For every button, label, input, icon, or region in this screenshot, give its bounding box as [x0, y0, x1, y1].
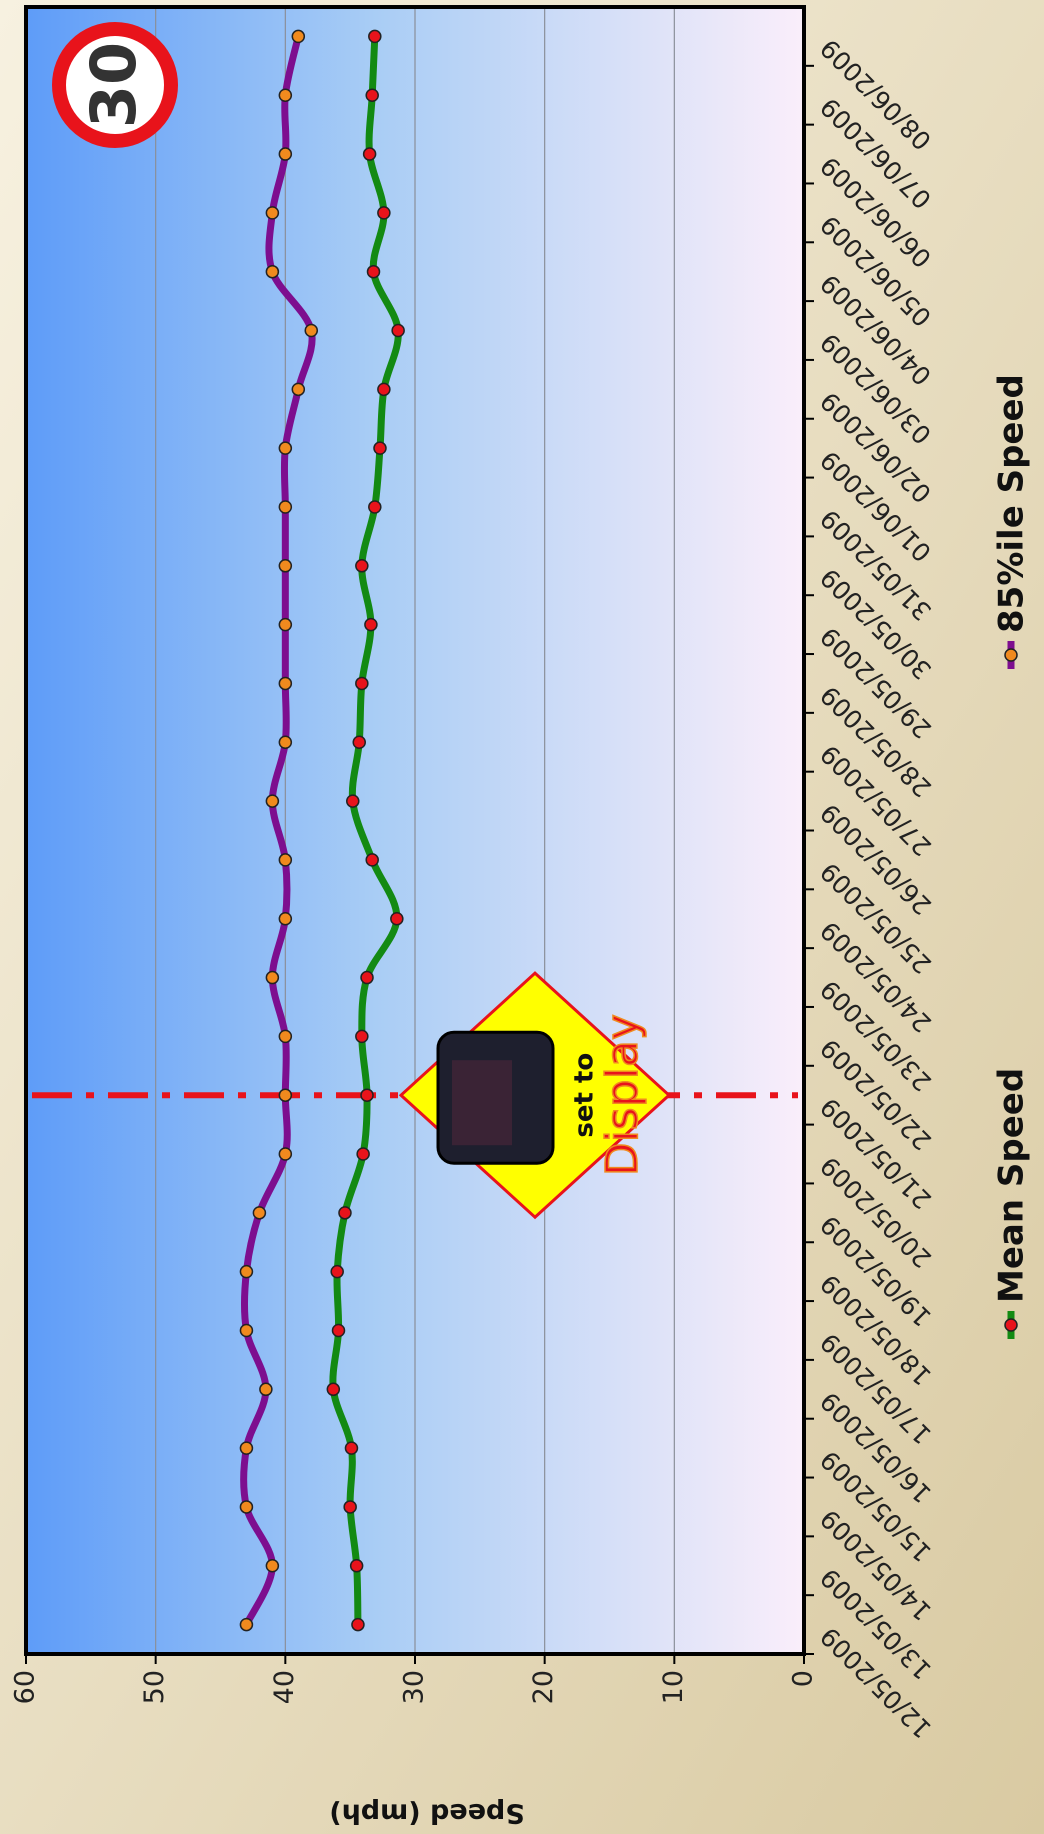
data-point	[279, 1089, 291, 1101]
y-tick-label: 60	[10, 1670, 41, 1704]
data-point	[260, 1383, 272, 1395]
data-point	[279, 854, 291, 866]
data-point	[279, 89, 291, 101]
data-point	[356, 677, 368, 689]
page: {"chart_data": { "type": "line", "y_labe…	[0, 0, 1044, 1834]
data-point	[327, 1383, 339, 1395]
data-point	[305, 325, 317, 337]
data-point	[366, 854, 378, 866]
y-tick-label: 0	[788, 1670, 819, 1687]
data-point	[279, 148, 291, 160]
data-point	[240, 1442, 252, 1454]
data-point	[392, 325, 404, 337]
data-point	[253, 1207, 265, 1219]
data-point	[369, 501, 381, 513]
data-point	[391, 913, 403, 925]
y-tick-label: 20	[528, 1670, 559, 1704]
data-point	[347, 795, 359, 807]
data-point	[266, 795, 278, 807]
data-point	[365, 619, 377, 631]
data-point	[279, 1148, 291, 1160]
data-point	[361, 972, 373, 984]
data-point	[378, 383, 390, 395]
data-point	[356, 560, 368, 572]
y-tick-label: 30	[399, 1670, 430, 1704]
data-point	[279, 913, 291, 925]
data-point	[356, 1030, 368, 1042]
data-point	[279, 442, 291, 454]
y-tick-label: 50	[139, 1670, 170, 1704]
data-point	[292, 383, 304, 395]
data-point	[240, 1501, 252, 1513]
legend-label: Mean Speed	[992, 1068, 1032, 1303]
data-point	[361, 1089, 373, 1101]
y-tick-label: 10	[658, 1670, 689, 1704]
annotation-text: set to	[570, 1053, 600, 1138]
legend-marker	[1005, 1319, 1017, 1331]
y-tick-label: 40	[269, 1670, 300, 1704]
data-point	[279, 677, 291, 689]
data-point	[366, 89, 378, 101]
speed-sign-text: 30	[77, 42, 150, 128]
data-point	[279, 1030, 291, 1042]
speed-check-display	[452, 1060, 512, 1145]
data-point	[279, 736, 291, 748]
data-point	[279, 560, 291, 572]
data-point	[292, 30, 304, 42]
data-point	[339, 1207, 351, 1219]
data-point	[351, 1560, 363, 1572]
data-point	[240, 1619, 252, 1631]
data-point	[364, 148, 376, 160]
annotation-text: Display	[597, 1014, 648, 1176]
data-point	[368, 266, 380, 278]
data-point	[266, 972, 278, 984]
data-point	[369, 30, 381, 42]
data-point	[266, 207, 278, 219]
data-point	[357, 1148, 369, 1160]
data-point	[344, 1501, 356, 1513]
data-point	[279, 619, 291, 631]
data-point	[331, 1266, 343, 1278]
data-point	[374, 442, 386, 454]
data-point	[266, 266, 278, 278]
legend-marker	[1005, 649, 1017, 661]
legend-label: 85%ile Speed	[992, 374, 1032, 633]
data-point	[353, 736, 365, 748]
data-point	[378, 207, 390, 219]
data-point	[240, 1324, 252, 1336]
y-axis-title: Speed (mph)	[329, 1798, 525, 1829]
data-point	[345, 1442, 357, 1454]
data-point	[266, 1560, 278, 1572]
data-point	[240, 1266, 252, 1278]
data-point	[279, 501, 291, 513]
data-point	[332, 1324, 344, 1336]
chart: 010203040506012/05/200913/05/200914/05/2…	[0, 0, 1044, 1834]
data-point	[352, 1619, 364, 1631]
